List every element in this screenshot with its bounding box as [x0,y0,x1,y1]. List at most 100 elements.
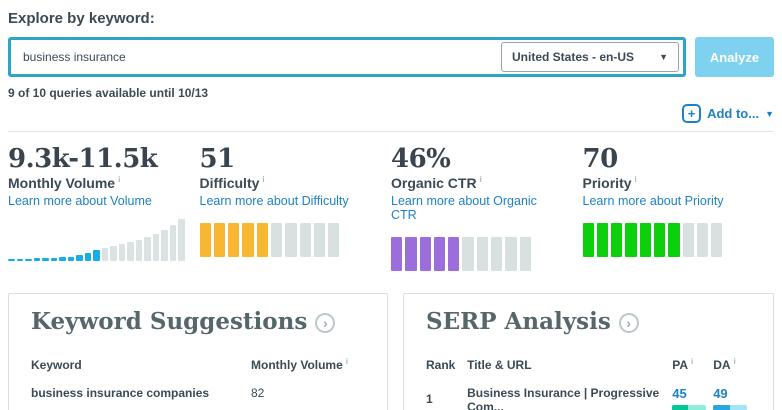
meter-segment [433,237,446,271]
histogram-bar [152,234,159,261]
difficulty-meter [199,223,340,257]
difficulty-label: Difficulty i [199,175,265,191]
priority-value: 70 [582,144,619,174]
meter-segment [653,223,666,257]
chevron-right-icon[interactable]: › [618,313,639,333]
column-header-monthly-volume: Monthly Volume i [251,357,349,372]
difficulty-value: 51 [199,144,236,174]
metrics-row: 9.3k-11.5k Monthly Volume i Learn more ab… [8,144,774,271]
metric-card-difficulty: 51 Difficulty i Learn more about Difficul… [199,144,392,271]
meter-segment [476,237,489,271]
ctr-learn-more-link[interactable]: Learn more about Organic CTR [391,194,537,222]
ctr-meter [391,237,531,271]
add-to-button[interactable]: + Add to... ▼ [682,104,774,123]
column-header-pa: PA i [672,357,694,372]
table-row[interactable]: business insurance companies 82 [31,382,365,410]
meter-segment [611,223,623,257]
info-icon[interactable]: i [479,175,482,185]
addto-row: + Add to... ▼ [8,104,774,123]
meter-segment [668,223,680,257]
keyword-suggestions-panel: Keyword Suggestions › Keyword Monthly Vo… [8,293,388,410]
serp-analysis-table: Rank Title & URL PA i DA i 1 Business Insu… [426,351,751,410]
histogram-bar [25,259,32,261]
info-icon[interactable]: i [118,175,121,185]
histogram-bar [127,242,134,261]
info-icon[interactable]: i [345,357,349,366]
histogram-bar [93,250,100,261]
metric-card-volume: 9.3k-11.5k Monthly Volume i Learn more ab… [8,144,200,271]
priority-learn-more-link[interactable]: Learn more about Priority [582,194,724,208]
chevron-down-icon: ▼ [659,52,668,62]
histogram-bar [50,258,57,261]
suggestion-keyword: business insurance companies [31,382,251,410]
meter-segment [639,223,651,257]
meter-segment [462,237,474,271]
meter-segment [228,223,240,257]
histogram-bar [178,219,185,261]
header-divider [8,131,774,132]
page-title: Explore by keyword: [8,10,155,27]
meter-segment [519,237,531,271]
meter-segment [491,237,503,271]
info-icon[interactable]: i [262,175,265,185]
query-quota-text: 9 of 10 queries available until 10/13 [8,86,209,100]
meter-segment [405,237,417,271]
meter-segment [313,223,326,257]
meter-segment [711,223,723,257]
difficulty-learn-more-link[interactable]: Learn more about Difficulty [199,194,349,208]
metric-card-priority: 70 Priority i Learn more about Priority [582,144,775,271]
da-score-bar [713,405,748,410]
histogram-bar [42,258,49,261]
ctr-value: 46% [391,144,451,174]
serp-analysis-title: SERP Analysis [426,308,611,335]
meter-segment [270,223,283,257]
serp-analysis-panel: SERP Analysis › Rank Title & URL PA i DA i… [403,293,774,410]
meter-segment [582,223,594,257]
volume-histogram-chart [8,219,190,261]
histogram-bar [144,237,151,261]
volume-learn-more-link[interactable]: Learn more about Volume [8,194,152,208]
serp-da-cell: 49 [713,382,751,410]
metric-card-ctr: 46% Organic CTR i Learn more about Organi… [391,144,583,271]
analyze-button[interactable]: Analyze [695,37,774,77]
info-icon[interactable]: i [733,357,736,366]
histogram-bar [161,230,168,261]
meter-segment [419,237,431,271]
pa-value: 45 [672,386,687,401]
serp-analysis-header: SERP Analysis › [426,308,751,335]
meter-segment [625,223,637,257]
priority-label: Priority i [582,175,637,191]
histogram-bar [33,258,40,261]
meter-segment [696,223,709,257]
meter-segment [285,223,297,257]
info-icon[interactable]: i [691,357,694,366]
keyword-search-input[interactable] [11,50,497,64]
histogram-bar [110,246,117,261]
keyword-suggestions-title: Keyword Suggestions [31,308,308,335]
info-icon[interactable]: i [634,175,637,185]
volume-label: Monthly Volume i [8,175,121,191]
plus-icon: + [682,104,702,123]
search-box: United States - en-US ▼ [8,37,686,77]
meter-segment [682,223,694,257]
meter-segment [505,237,517,271]
histogram-bar [169,225,176,261]
score-bar-fill [672,405,688,410]
column-header-da: DA i [713,357,736,372]
histogram-bar [118,244,125,261]
meter-segment [596,223,609,257]
locale-dropdown[interactable]: United States - en-US ▼ [501,42,679,72]
column-header-title-url: Title & URL [467,357,532,372]
histogram-bar [59,257,66,261]
histogram-bar [76,255,83,261]
histogram-bar [101,248,108,261]
add-to-label: Add to... [707,106,760,121]
chevron-right-icon[interactable]: › [315,313,336,333]
da-value: 49 [713,386,728,401]
chevron-down-icon: ▼ [765,108,774,119]
panels-row: Keyword Suggestions › Keyword Monthly Vo… [8,293,774,410]
column-header-rank: Rank [426,357,456,372]
serp-result-cell: Business Insurance | Progressive Com... … [467,382,673,410]
meter-segment [328,223,340,257]
